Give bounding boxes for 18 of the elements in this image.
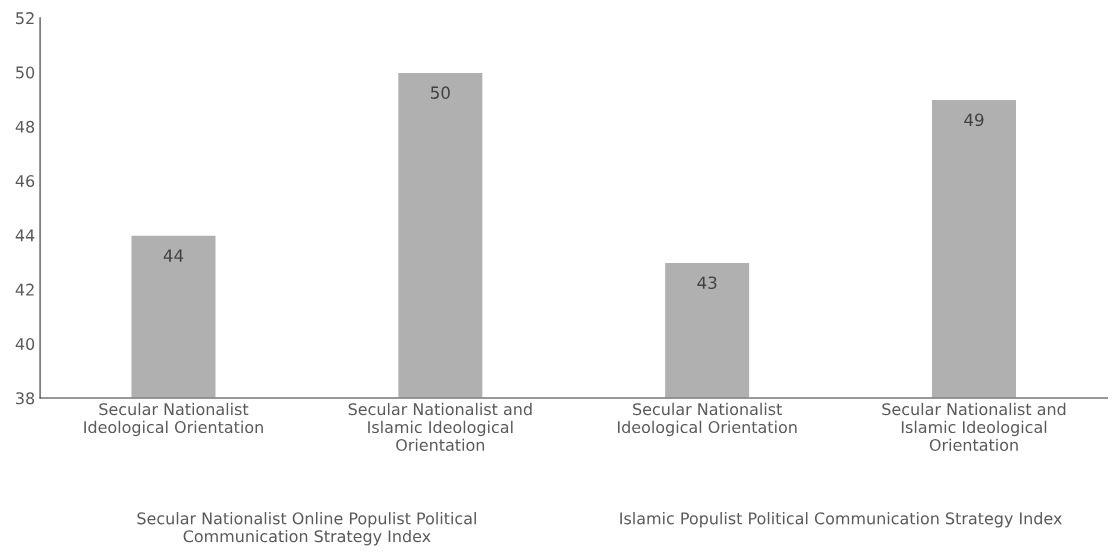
data-label: 43 — [697, 276, 717, 290]
text: Secular Nationalist Online Populist Political Communication Strategy Index — [137, 512, 476, 546]
y-tick-label: 50 — [16, 66, 35, 79]
data-label: 50 — [431, 86, 450, 99]
x-tick-label: Secular Nationalist and Islamic Ideological Orientation — [348, 402, 532, 451]
y-tick-label: 44 — [15, 229, 35, 242]
y-tick-label: 52 — [16, 12, 34, 25]
data-label: 44 — [163, 249, 184, 262]
y-tick-label: 48 — [15, 120, 35, 133]
y-tick-label: 42 — [15, 283, 34, 296]
x-tick-label: Secular Nationalist Ideological Orientation — [84, 402, 263, 437]
x-tick-label: Secular Nationalist and Islamic Ideological Orientation — [882, 402, 1066, 451]
y-tick-label: 38 — [16, 392, 35, 405]
y-tick-label: 46 — [15, 175, 35, 188]
y-tick-label: 40 — [15, 337, 35, 350]
x-tick-label: Secular Nationalist Ideological Orientation — [617, 402, 797, 437]
data-label: 49 — [964, 113, 984, 127]
text: Islamic Populist Political Communication Strategy Index — [620, 512, 1062, 528]
